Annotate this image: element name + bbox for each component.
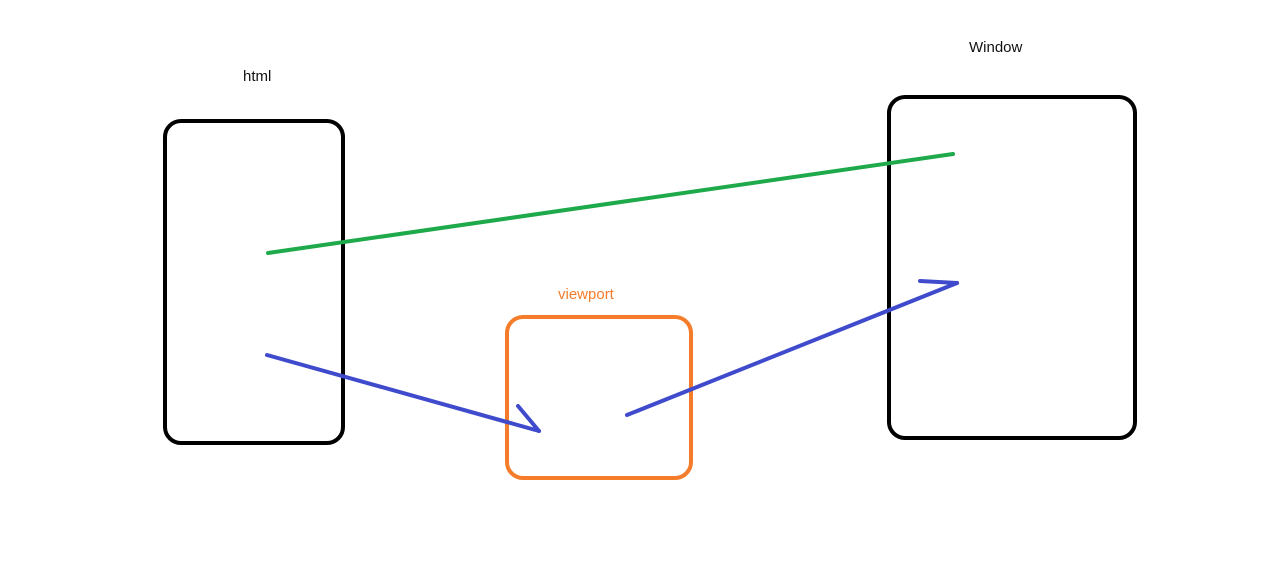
arrow-html-to-viewport-head	[516, 404, 541, 433]
arrow-viewport-to-window-shaft	[625, 281, 959, 417]
window-label: Window	[969, 39, 1023, 56]
connector-html-to-window	[266, 152, 955, 255]
html-box	[163, 119, 345, 445]
viewport-label: viewport	[558, 286, 614, 303]
arrow-viewport-to-window	[625, 279, 959, 417]
arrow-html-to-viewport-shaft	[265, 353, 541, 433]
arrow-html-to-viewport	[265, 353, 541, 433]
html-label: html	[243, 68, 272, 85]
viewport-box	[505, 315, 693, 480]
window-box	[887, 95, 1137, 440]
arrow-viewport-to-window-head	[918, 279, 959, 285]
